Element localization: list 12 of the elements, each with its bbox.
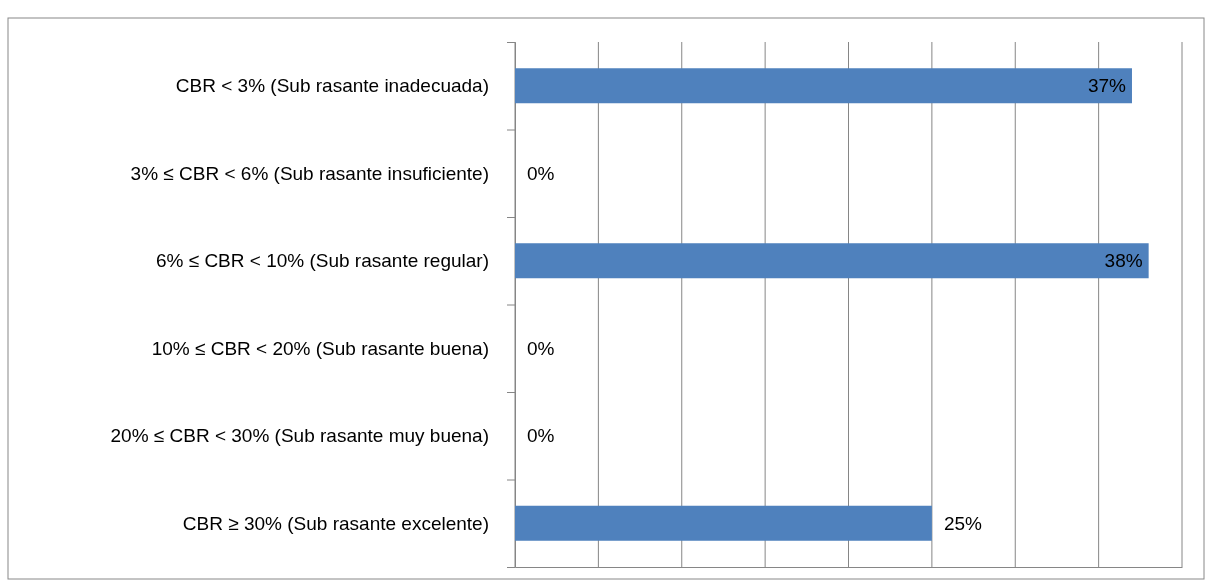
y-tick-label: CBR < 3% (Sub rasante inadecuada) xyxy=(175,75,489,97)
data-label: 0% xyxy=(527,337,555,359)
data-label: 37% xyxy=(1087,75,1127,97)
y-tick-label: 6% ≤ CBR < 10% (Sub rasante regular) xyxy=(155,250,489,272)
data-label: 0% xyxy=(527,425,555,447)
y-tick-label: 10% ≤ CBR < 20% (Sub rasante buena) xyxy=(151,337,489,359)
data-label: 25% xyxy=(943,512,983,534)
y-tick-label: CBR ≥ 30% (Sub rasante excelente) xyxy=(182,512,489,534)
y-tick-label: 3% ≤ CBR < 6% (Sub rasante insuficiente) xyxy=(130,162,489,184)
y-tick-label: 20% ≤ CBR < 30% (Sub rasante muy buena) xyxy=(110,425,489,447)
data-label: 38% xyxy=(1104,250,1143,272)
data-label: 0% xyxy=(527,162,555,184)
